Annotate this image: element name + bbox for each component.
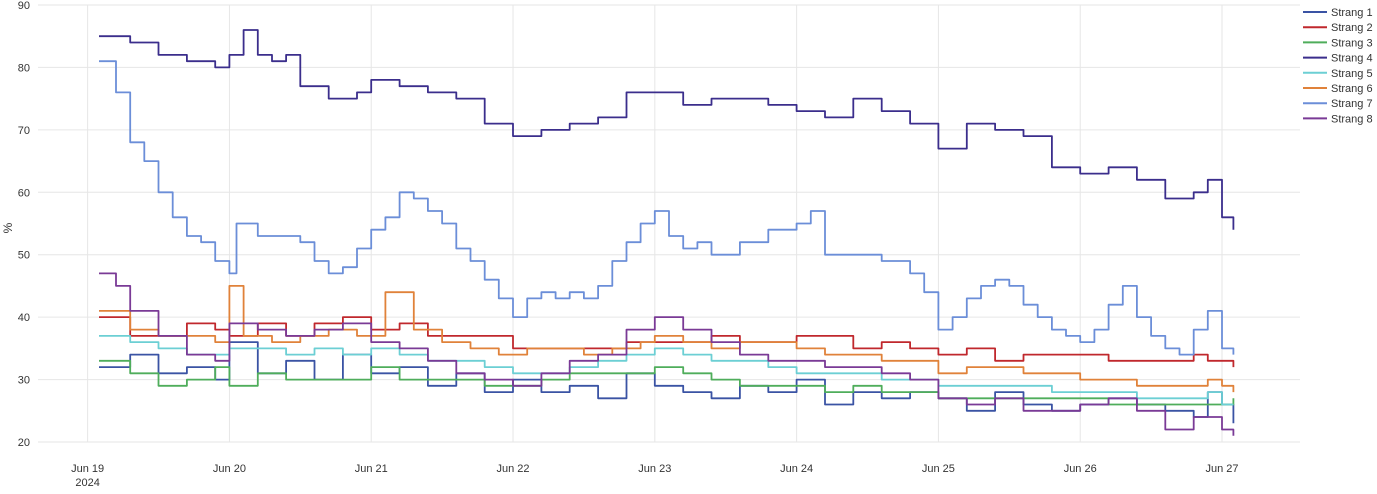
y-tick-label: 70 bbox=[18, 125, 30, 137]
y-axis-title: % bbox=[1, 222, 15, 233]
x-tick-label: Jun 23 bbox=[638, 463, 671, 475]
x-tick-label: Jun 27 bbox=[1205, 463, 1238, 475]
legend-item[interactable]: Strang 5 bbox=[1303, 68, 1373, 80]
y-tick-label: 60 bbox=[18, 187, 30, 199]
series-line-2 bbox=[99, 316, 1235, 368]
y-tick-label: 90 bbox=[18, 0, 30, 12]
legend-item[interactable]: Strang 6 bbox=[1303, 83, 1373, 95]
y-tick-label: 20 bbox=[18, 437, 30, 449]
y-tick-label: 40 bbox=[18, 312, 30, 324]
y-tick-label: 30 bbox=[18, 375, 30, 387]
series-line-6 bbox=[99, 285, 1235, 393]
legend-item[interactable]: Strang 1 bbox=[1303, 7, 1373, 19]
x-tick-label: Jun 19 bbox=[71, 463, 104, 475]
series-line-4 bbox=[99, 29, 1235, 230]
x-tick-label: Jun 25 bbox=[922, 463, 955, 475]
y-tick-label: 50 bbox=[18, 250, 30, 262]
legend-item[interactable]: Strang 3 bbox=[1303, 37, 1373, 49]
legend-label: Strang 4 bbox=[1331, 53, 1373, 65]
legend-label: Strang 1 bbox=[1331, 7, 1373, 19]
y-tick-label: 80 bbox=[18, 62, 30, 74]
legend-label: Strang 6 bbox=[1331, 83, 1373, 95]
legend-item[interactable]: Strang 4 bbox=[1303, 53, 1373, 65]
legend-item[interactable]: Strang 7 bbox=[1303, 98, 1373, 110]
series-line-8 bbox=[99, 272, 1235, 436]
legend-label: Strang 7 bbox=[1331, 98, 1373, 110]
legend-label: Strang 3 bbox=[1331, 37, 1373, 49]
x-tick-sublabel: 2024 bbox=[75, 477, 99, 489]
y-axis: 20 30 40 50 60 70 80 90 bbox=[18, 0, 30, 449]
legend-label: Strang 2 bbox=[1331, 22, 1373, 34]
series-line-3 bbox=[99, 359, 1235, 406]
series-line-5 bbox=[99, 335, 1234, 406]
x-tick-label: Jun 26 bbox=[1064, 463, 1097, 475]
legend-item[interactable]: Strang 8 bbox=[1303, 113, 1373, 125]
legend-label: Strang 8 bbox=[1331, 113, 1373, 125]
legend: Strang 1 Strang 2 Strang 3 Strang 4 Strang 5… bbox=[1303, 7, 1373, 125]
series-lines bbox=[99, 29, 1235, 436]
x-tick-label: Jun 21 bbox=[355, 463, 388, 475]
x-tick-label: Jun 24 bbox=[780, 463, 813, 475]
legend-label: Strang 5 bbox=[1331, 68, 1373, 80]
x-tick-label: Jun 20 bbox=[213, 463, 246, 475]
x-axis: Jun 19 2024 Jun 20 Jun 21 Jun 22 Jun 23 Jun 24… bbox=[71, 463, 1238, 489]
legend-item[interactable]: Strang 2 bbox=[1303, 22, 1373, 34]
x-tick-label: Jun 22 bbox=[497, 463, 530, 475]
series-line-7 bbox=[99, 60, 1235, 356]
